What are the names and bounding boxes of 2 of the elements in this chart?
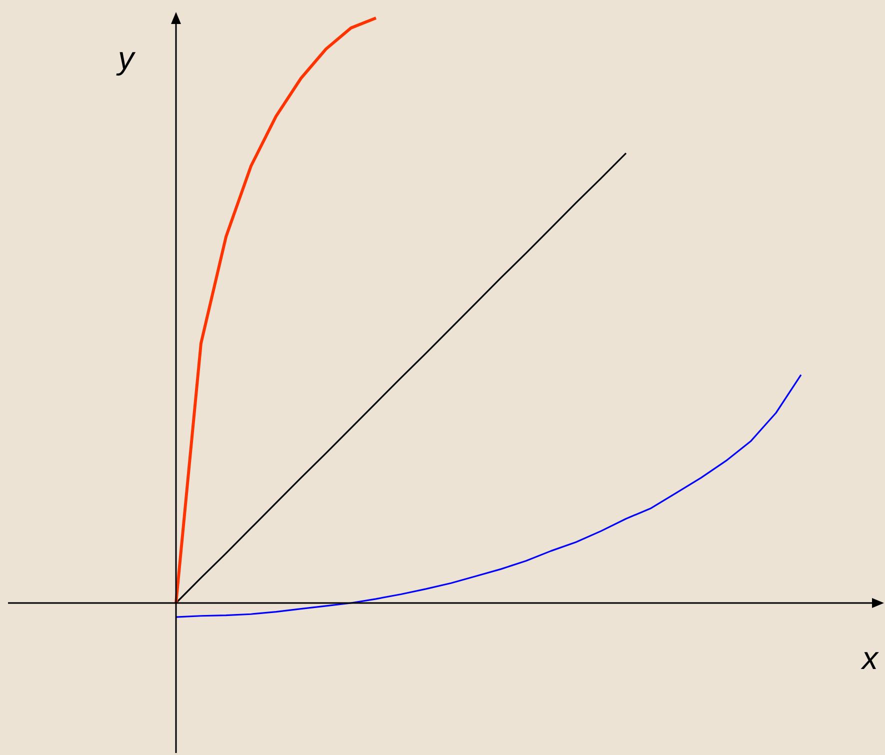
x-axis-title: x bbox=[860, 640, 879, 676]
y-axis-title: y bbox=[116, 40, 136, 76]
